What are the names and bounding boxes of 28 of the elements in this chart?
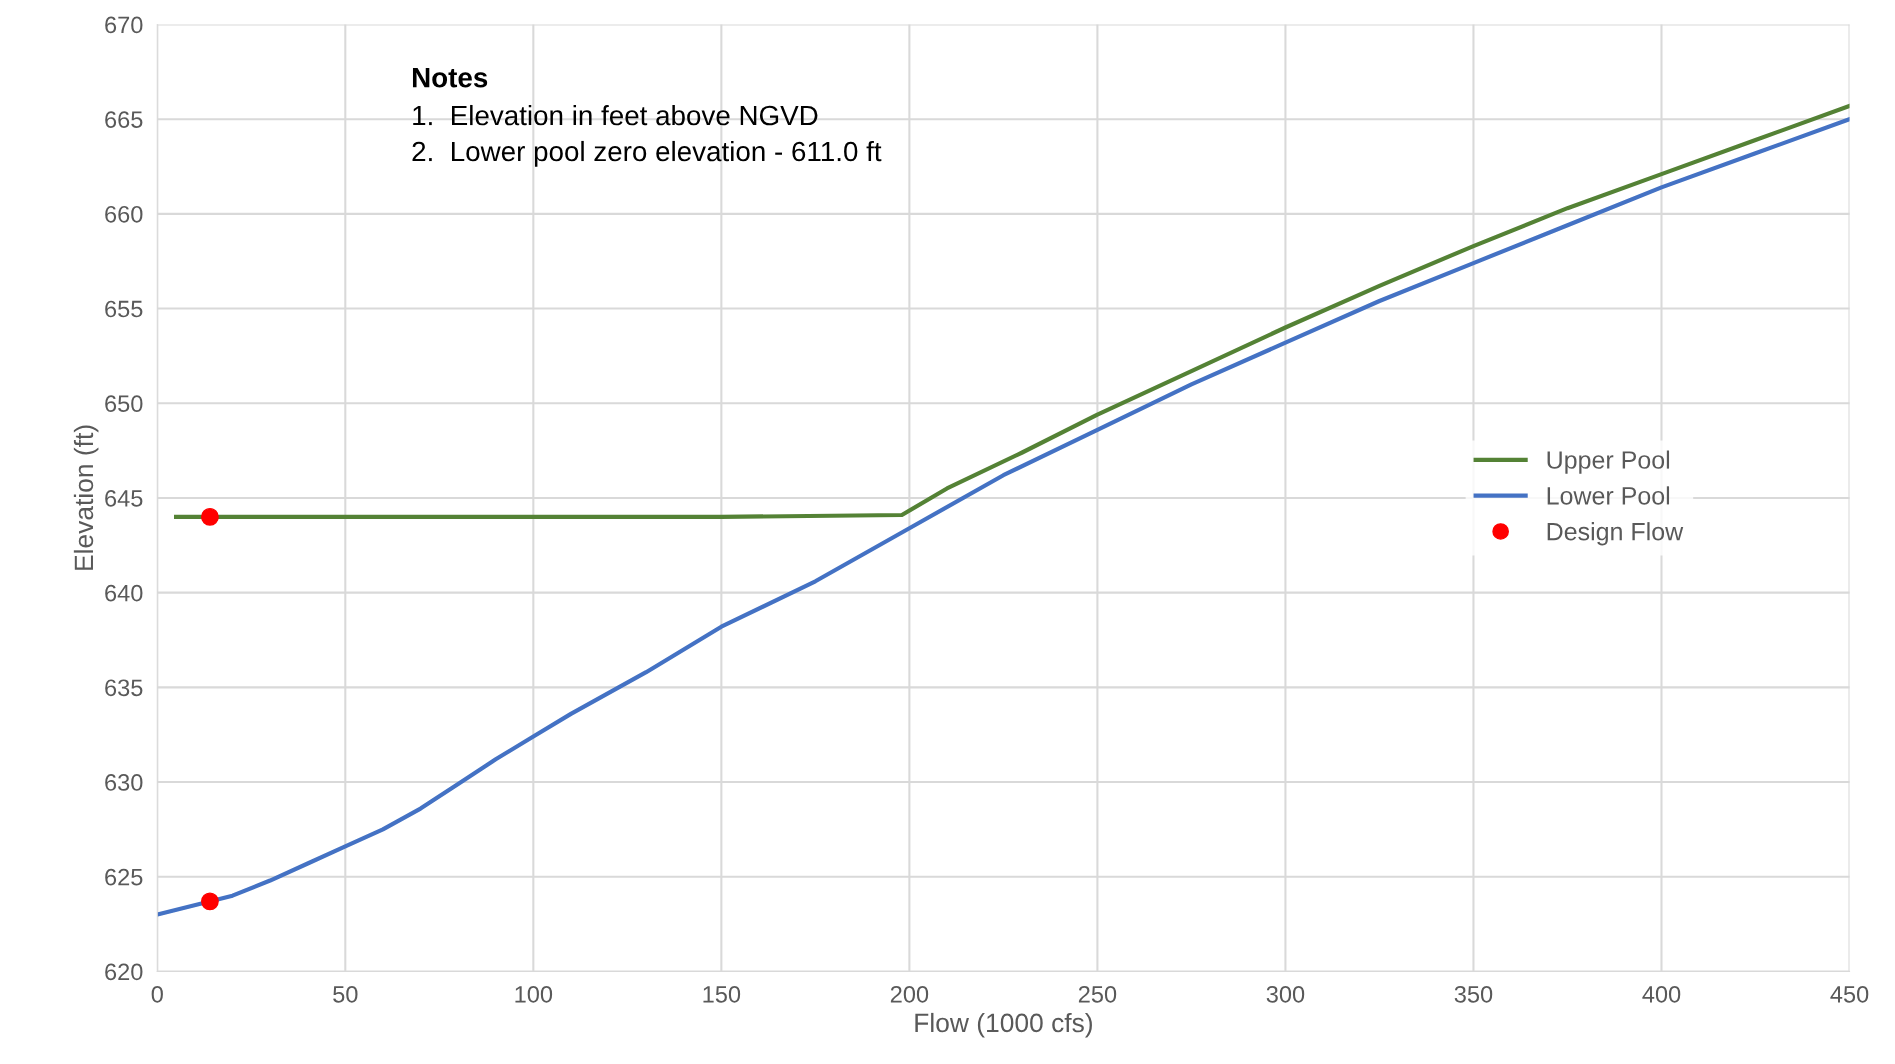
y-tick-label: 650	[105, 395, 143, 413]
x-tick-label: 450	[1830, 985, 1869, 1003]
y-axis-title: Elevation (ft)	[73, 425, 99, 570]
line-series	[174, 103, 1850, 519]
y-tick-label: 640	[105, 584, 143, 602]
y-tick-label: 665	[105, 111, 143, 128]
annotation: Notes 1. Elevation in feet above NGVD 2. Lower pool zero elevation - 611.0 ft	[412, 68, 882, 167]
x-tick-label: 300	[1266, 985, 1305, 1003]
x-tick-label: 0	[151, 985, 163, 1003]
legend-label: Upper Pool	[1547, 450, 1670, 474]
y-tick-label: 620	[105, 963, 143, 981]
x-tick-label: 200	[890, 985, 929, 1003]
y-tick-label: 655	[105, 300, 143, 318]
x-tick-label: 400	[1642, 985, 1681, 1003]
x-tick-label: 350	[1454, 985, 1493, 1003]
y-tick-label: 635	[105, 679, 143, 697]
legend-label: Design Flow	[1547, 522, 1684, 546]
x-axis-title: Flow (1000 cfs)	[915, 1012, 1092, 1038]
y-tick-label: 625	[105, 868, 143, 886]
x-tick-label: 100	[515, 985, 553, 1003]
y-tick-label: 630	[105, 774, 143, 791]
y-tick-label: 645	[105, 490, 143, 507]
x-tick-label: 250	[1078, 985, 1117, 1003]
y-tick-label: 660	[105, 205, 143, 223]
y-tick-label: 670	[105, 16, 143, 34]
legend-label: Lower Pool	[1547, 486, 1670, 505]
x-tick-label: 150	[703, 985, 741, 1003]
x-tick-label: 50	[333, 985, 358, 1003]
